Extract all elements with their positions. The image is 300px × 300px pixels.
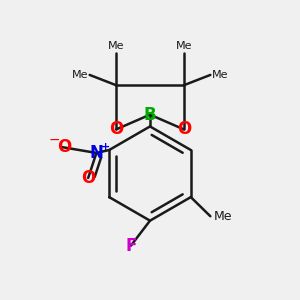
Text: Me: Me bbox=[212, 70, 228, 80]
Text: O: O bbox=[58, 138, 72, 156]
Text: +: + bbox=[100, 142, 110, 152]
Text: F: F bbox=[125, 237, 136, 255]
Text: Me: Me bbox=[213, 210, 232, 223]
Text: O: O bbox=[177, 120, 191, 138]
Text: Me: Me bbox=[176, 41, 192, 51]
Text: N: N bbox=[89, 144, 103, 162]
Text: Me: Me bbox=[108, 41, 124, 51]
Text: B: B bbox=[144, 106, 156, 124]
Text: O: O bbox=[109, 120, 123, 138]
Text: Me: Me bbox=[72, 70, 88, 80]
Text: O: O bbox=[81, 169, 95, 187]
Text: −: − bbox=[49, 133, 60, 147]
